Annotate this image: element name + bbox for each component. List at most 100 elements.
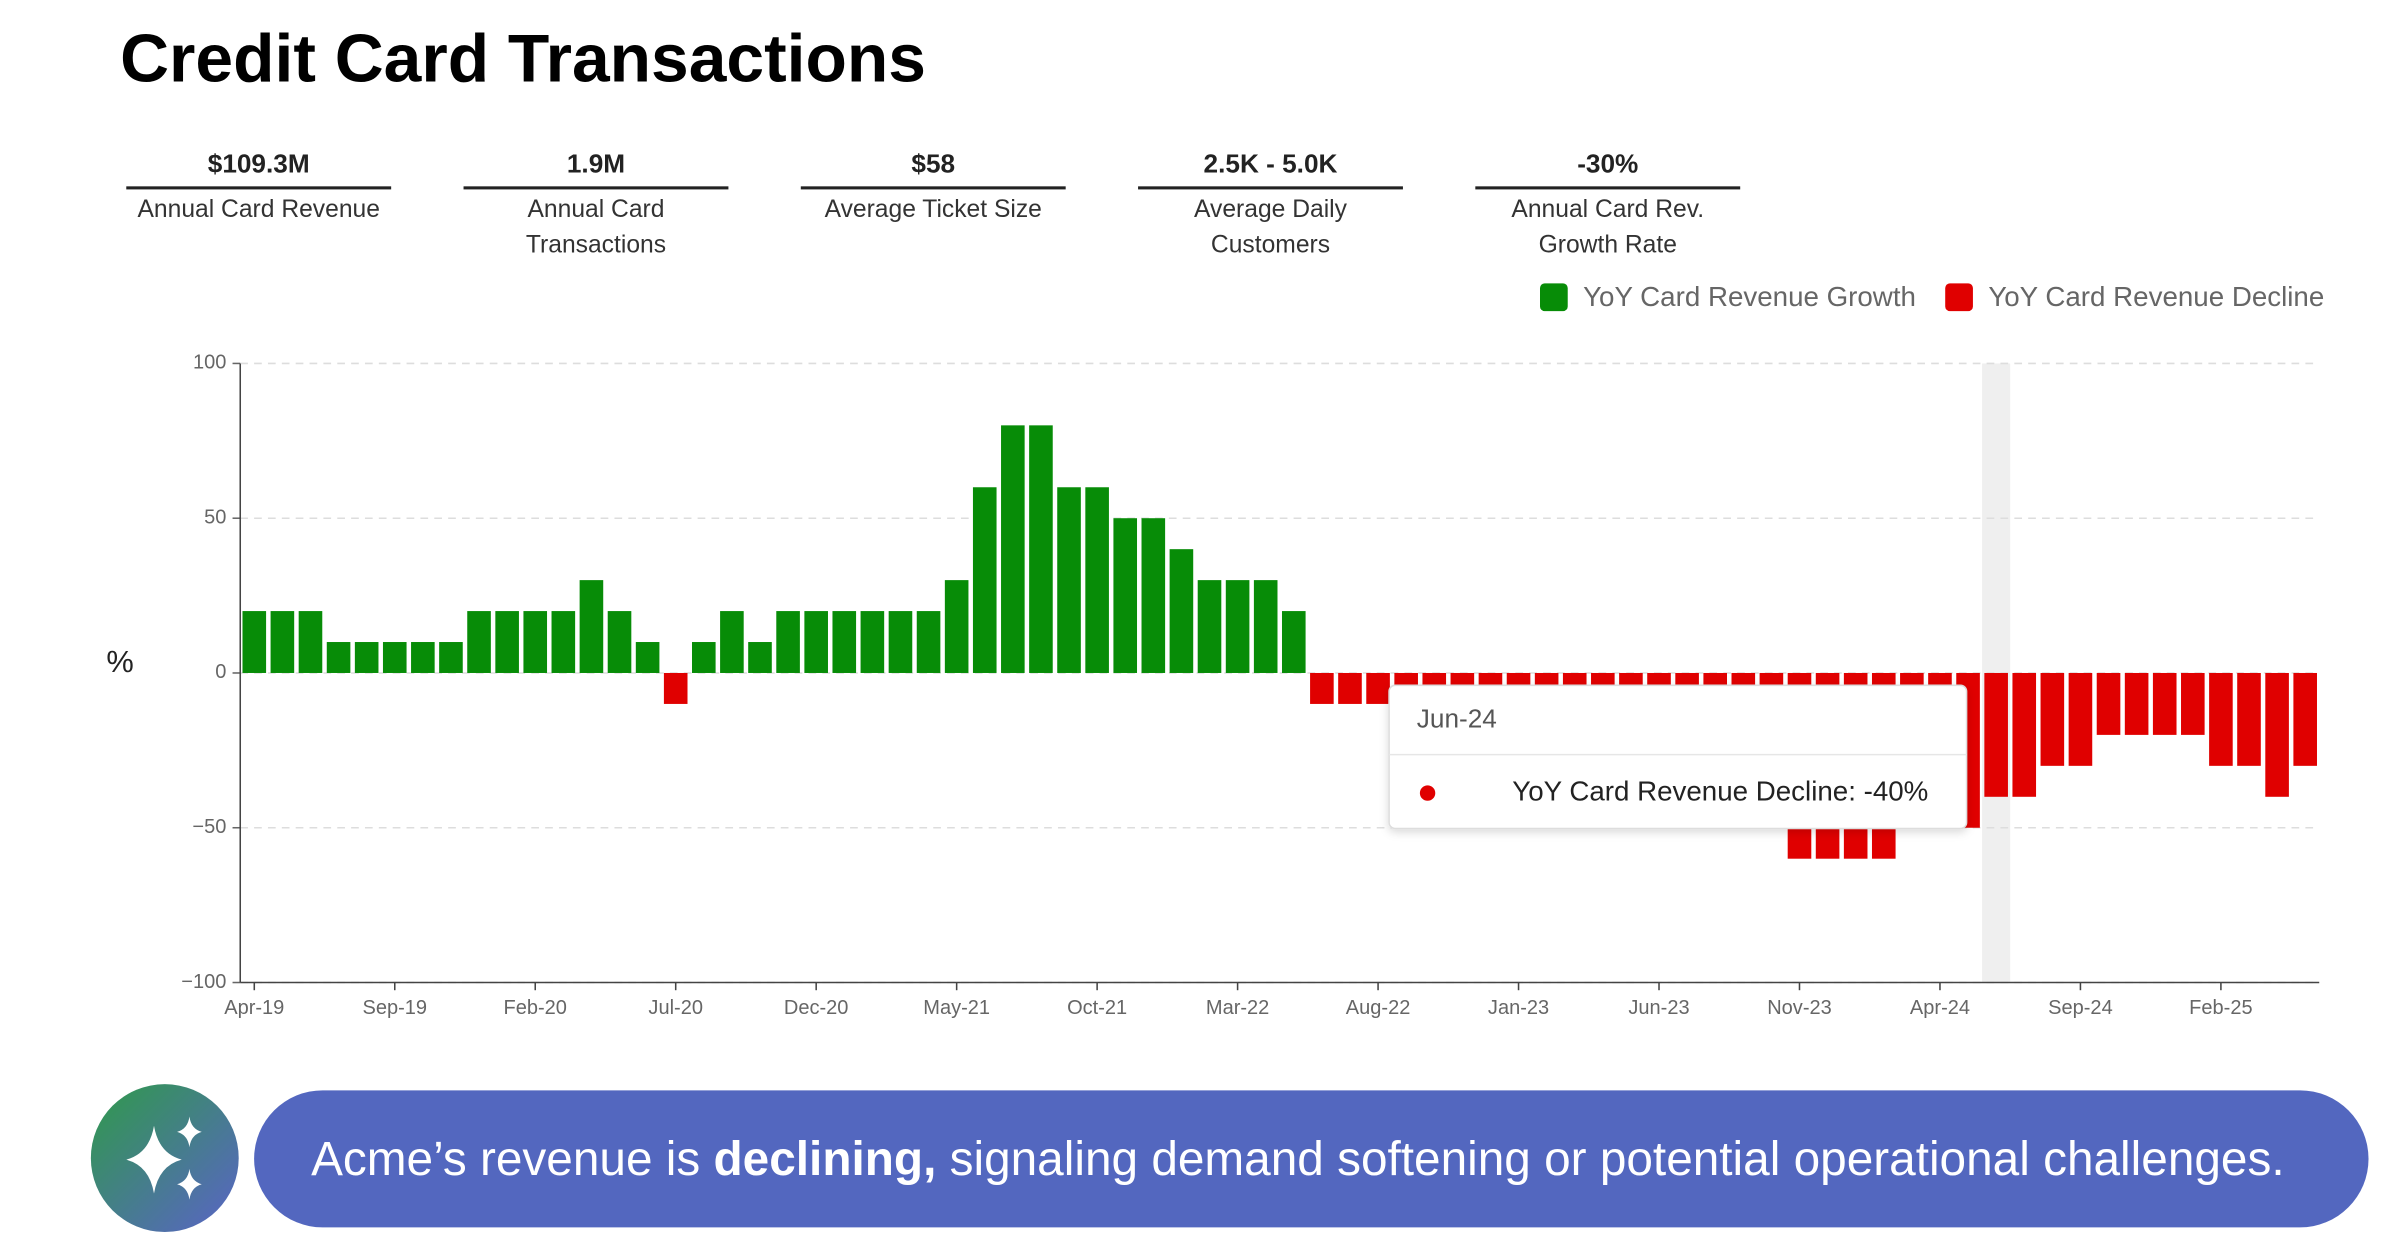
bar	[1169, 549, 1194, 673]
bar	[439, 642, 463, 673]
kpi-value: 2.5K - 5.0K	[1138, 149, 1403, 190]
bar	[1001, 425, 1025, 673]
y-tick-label: −100	[181, 971, 226, 993]
bar	[2209, 672, 2233, 766]
x-tick-label: Dec-20	[784, 997, 849, 1019]
bar	[467, 611, 491, 673]
bar	[2237, 672, 2261, 766]
bar	[860, 611, 885, 673]
y-tick-label: −50	[192, 816, 226, 838]
x-tick-label: Apr-19	[224, 997, 284, 1019]
kpi: 2.5K - 5.0K Average Daily Customers	[1138, 149, 1403, 263]
sparkle	[177, 1116, 202, 1148]
banner-emphasis: declining,	[713, 1131, 937, 1186]
bar	[720, 611, 744, 673]
bar	[2181, 672, 2205, 735]
sparkle	[177, 1168, 202, 1200]
bar	[551, 611, 576, 673]
bar	[944, 580, 969, 673]
bar	[1281, 611, 1306, 673]
kpi: 1.9M Annual Card Transactions	[463, 149, 729, 263]
bar	[579, 580, 604, 673]
bar	[1197, 580, 1222, 673]
legend-item: YoY Card Revenue Growth	[1540, 281, 1916, 312]
x-tick-label: Oct-21	[1067, 997, 1127, 1019]
y-tick-label: 100	[193, 352, 226, 374]
bar	[2012, 672, 2037, 797]
x-tick-label: Jun-23	[1628, 997, 1689, 1019]
bar	[354, 642, 379, 673]
bar	[832, 611, 857, 673]
x-tick-label: Jul-20	[648, 997, 703, 1019]
bar	[2293, 672, 2317, 766]
legend-label: YoY Card Revenue Growth	[1583, 281, 1916, 312]
bar	[2124, 672, 2149, 735]
x-tick-label: May-21	[923, 997, 990, 1019]
bar	[1113, 518, 1138, 673]
bar	[2265, 672, 2289, 797]
bar	[663, 672, 688, 704]
page-title: Credit Card Transactions	[120, 21, 926, 98]
bar	[972, 487, 997, 673]
bar	[692, 642, 716, 673]
x-tick-label: Aug-22	[1346, 997, 1411, 1019]
bar	[1984, 672, 2008, 797]
banner-text: signaling demand softening or potential …	[936, 1131, 2285, 1186]
bar	[2068, 672, 2093, 766]
tooltip-title: Jun-24	[1417, 704, 1497, 734]
bar	[270, 611, 295, 673]
tooltip-label: YoY Card Revenue Decline: -40%	[1512, 775, 1928, 806]
legend-item: YoY Card Revenue Decline	[1945, 281, 2324, 312]
bar	[298, 611, 323, 673]
bar	[411, 642, 435, 673]
bar	[1141, 518, 1166, 673]
kpi-label: Annual Card Rev. Growth Rate	[1511, 197, 1705, 259]
bar	[635, 642, 660, 673]
bar	[1366, 672, 1390, 704]
kpi: $58 Average Ticket Size	[800, 149, 1066, 228]
bar	[776, 611, 800, 673]
bar	[382, 642, 407, 673]
kpi: $109.3M Annual Card Revenue	[126, 149, 392, 228]
x-tick-label: Jan-23	[1488, 997, 1549, 1019]
chart: −100 −50 0 50 100% Apr-19 Sep-19 Feb-20 Jul-20 De…	[106, 281, 2324, 1019]
kpi-label: Average Daily Customers	[1194, 197, 1347, 259]
bar	[523, 611, 548, 673]
bar	[495, 611, 519, 673]
bar	[1253, 580, 1278, 673]
bar	[804, 611, 828, 673]
kpi-label: Average Ticket Size	[824, 197, 1042, 224]
x-tick-label: Mar-22	[1206, 997, 1269, 1019]
bar	[607, 611, 632, 673]
kpi-value: 1.9M	[463, 149, 729, 190]
x-tick-label: Sep-24	[2048, 997, 2113, 1019]
tooltip-box	[1388, 684, 1968, 830]
bar	[888, 611, 913, 673]
bar	[1029, 425, 1053, 673]
x-tick-label: Nov-23	[1767, 997, 1832, 1019]
legend-swatch	[1540, 283, 1568, 312]
x-tick-label: Sep-19	[362, 997, 427, 1019]
kpi-value: $109.3M	[126, 149, 392, 190]
insight-banner: Acme’s revenue is declining, signaling d…	[254, 1090, 2369, 1228]
bar	[326, 642, 351, 673]
bar	[1225, 580, 1250, 673]
kpi-label: Annual Card Transactions	[525, 197, 667, 259]
bar	[2096, 672, 2121, 735]
bar	[242, 611, 267, 673]
kpi-value: $58	[800, 149, 1066, 190]
y-tick-label: 50	[204, 506, 226, 528]
kpi-value: -30%	[1475, 149, 1741, 190]
bar	[748, 642, 772, 673]
legend-swatch	[1945, 283, 1973, 312]
bar	[1310, 672, 1334, 704]
kpi-label: Annual Card Revenue	[137, 197, 380, 224]
x-tick-label: Apr-24	[1910, 997, 1970, 1019]
tooltip-dot	[1416, 782, 1439, 804]
legend-label: YoY Card Revenue Decline	[1988, 281, 2324, 312]
tooltip: Jun-24 YoY Card Revenue Decline: -40%	[1388, 684, 1968, 830]
bar	[2040, 672, 2065, 766]
y-axis-label: %	[106, 644, 133, 679]
